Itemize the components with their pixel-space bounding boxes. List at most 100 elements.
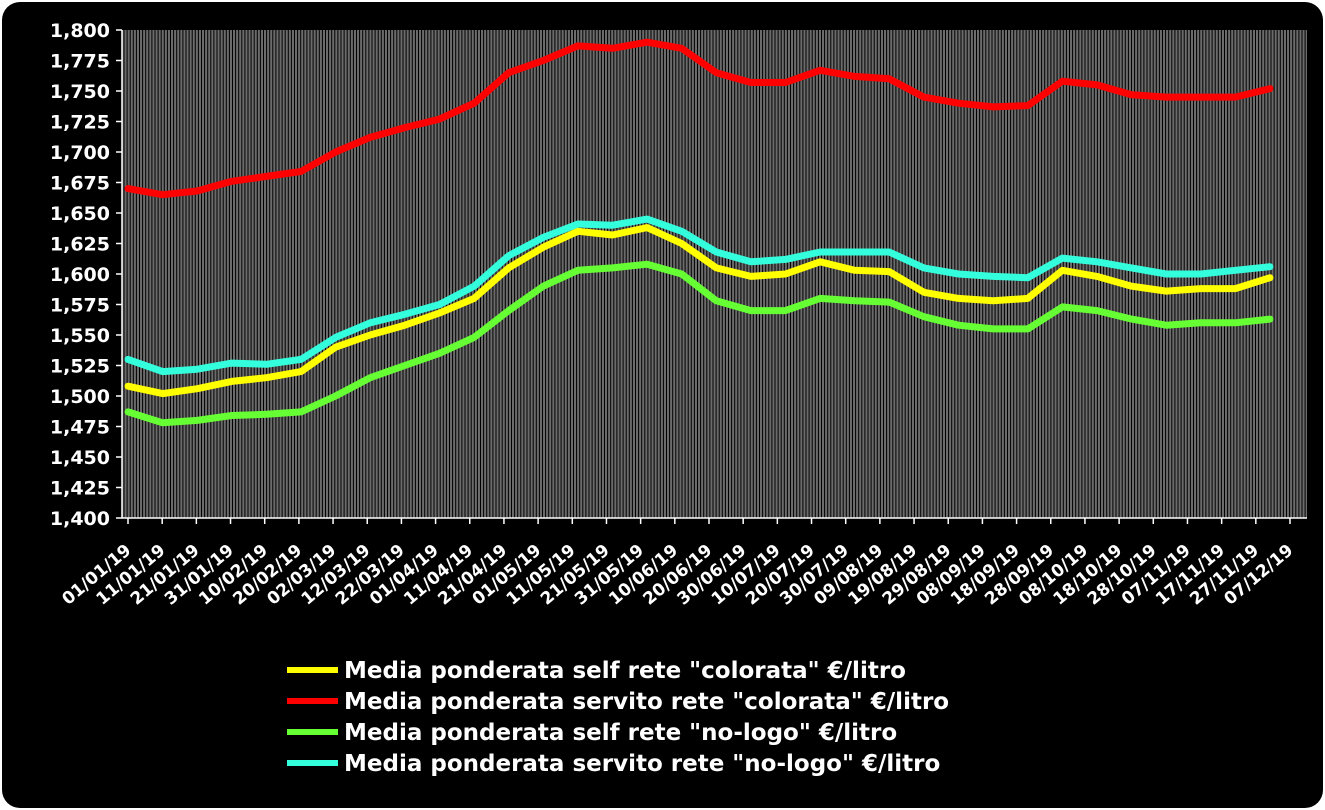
data-point [575,43,580,48]
data-point [333,150,338,154]
data-point [1129,265,1134,270]
data-point [299,409,303,414]
data-point [1198,272,1203,276]
data-point [852,250,857,254]
y-tick-label: 1,450 [50,447,110,469]
data-point [1164,323,1169,328]
data-point [748,274,753,279]
data-point [126,186,130,191]
data-point [714,250,719,254]
data-point [1198,286,1203,291]
data-point [1095,259,1099,264]
data-point [956,323,961,328]
data-point [645,262,650,267]
data-point [783,272,788,276]
data-point [506,265,511,270]
y-tick-label: 1,800 [50,20,110,42]
y-tick-label: 1,425 [50,478,110,500]
data-point [402,312,407,317]
data-point [818,296,823,301]
data-point [1129,92,1134,97]
data-point [506,70,511,75]
data-point [402,323,407,328]
data-point [852,268,857,273]
data-point [126,409,130,414]
data-point [368,333,373,337]
data-point [229,379,234,384]
series-line-1 [124,224,1274,398]
data-point [195,189,200,193]
y-tick-label: 1,700 [50,142,110,164]
y-tick-label: 1,400 [50,508,110,530]
data-point [852,74,857,79]
data-point [887,269,892,274]
data-point [1129,317,1134,322]
data-point [1060,268,1065,273]
data-point [1164,95,1169,100]
data-point [437,351,442,356]
data-point [679,46,684,51]
data-point [1164,289,1169,294]
data-point [299,169,303,174]
data-point [887,250,892,254]
data-point [229,361,234,366]
y-axis-ticks: 1,400 1,425 1,450 1,475 1,500 1,525 1,550 1,575… [50,20,122,530]
data-point [748,80,753,85]
data-point [472,101,477,106]
plot-area [122,30,1307,518]
data-point [818,259,823,264]
data-point [299,369,303,374]
y-tick-label: 1,500 [50,386,110,408]
data-point [887,76,892,81]
data-point [506,253,511,258]
data-point [195,386,200,391]
data-point [1095,274,1099,279]
data-point [1198,320,1203,325]
data-point [1025,103,1030,108]
data-point [264,412,269,417]
series-layer [124,38,1274,427]
y-tick-label: 1,675 [50,173,110,195]
data-point [1233,95,1238,100]
y-tick-label: 1,525 [50,356,110,378]
series-line-2 [124,38,1274,199]
y-tick-label: 1,775 [50,51,110,73]
data-point [195,418,200,423]
data-point [402,125,407,130]
data-point [1233,320,1238,325]
legend-label: Media ponderata servito rete "colorata" … [344,689,949,715]
legend-label: Media ponderata self rete "colorata" €/l… [344,658,906,684]
y-tick-label: 1,625 [50,234,110,256]
data-point [714,70,719,75]
data-point [921,95,926,100]
data-point [714,265,719,270]
data-point [506,308,511,313]
data-point [818,68,823,73]
data-point [160,192,165,197]
data-point [921,314,926,319]
data-point [437,117,442,122]
data-point [645,40,650,45]
data-point [1268,275,1272,280]
data-point [956,101,961,106]
data-point [783,257,788,262]
data-point [748,308,753,313]
y-tick-label: 1,750 [50,81,110,103]
data-point [160,391,165,396]
y-tick-label: 1,550 [50,325,110,347]
data-point [991,326,996,331]
data-point [264,362,269,367]
data-point [921,290,926,295]
series-line-4 [124,215,1274,376]
y-tick-label: 1,475 [50,417,110,439]
data-point [679,229,684,234]
data-point [1060,304,1065,309]
data-point [610,233,615,237]
data-point [1268,264,1272,269]
data-point [160,369,165,374]
y-tick-label: 1,600 [50,264,110,286]
data-point [541,235,546,240]
data-point [887,300,892,305]
data-point [956,272,961,276]
